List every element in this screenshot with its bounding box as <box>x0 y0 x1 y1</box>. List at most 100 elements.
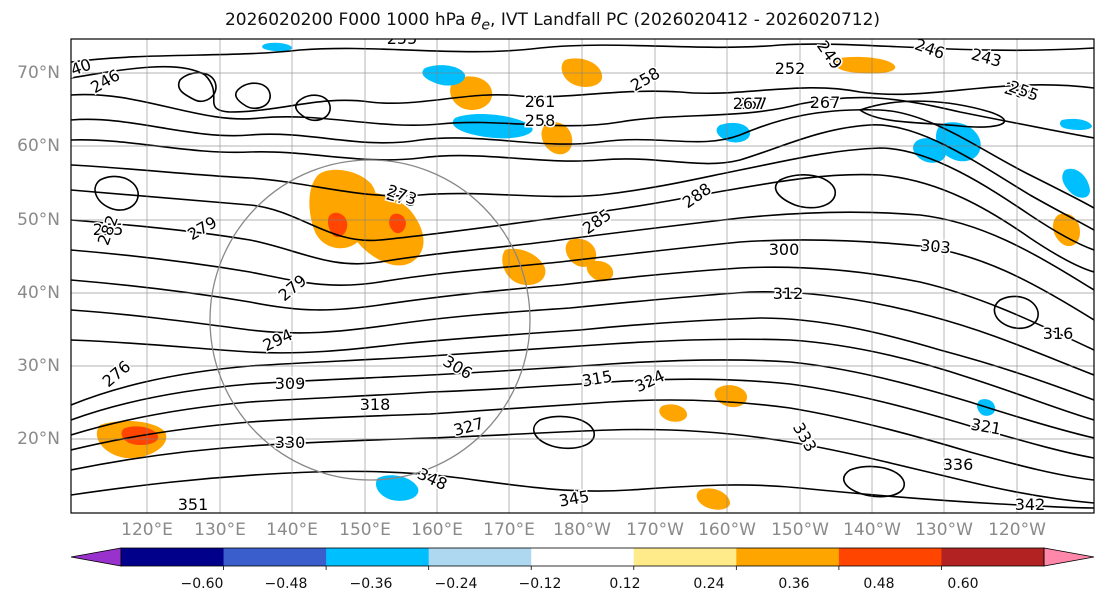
contour-line <box>94 175 139 211</box>
contour-line <box>71 266 1094 351</box>
contour-line <box>71 399 1094 481</box>
contour-label: 267 <box>737 94 768 113</box>
colorbar-segment <box>838 548 942 566</box>
colorbar-frame <box>120 547 1045 567</box>
colorbar-segment <box>223 548 327 566</box>
lon-label: 120°W <box>988 520 1046 540</box>
lat-label: 20°N <box>17 429 60 449</box>
pc-positive-patch <box>1052 213 1080 247</box>
contour-line <box>71 239 1094 321</box>
contour-line <box>71 173 1094 273</box>
contour-label: 336 <box>943 455 974 474</box>
colorbar-tick-label: 0.60 <box>947 576 979 592</box>
contour-line <box>71 108 1094 209</box>
contour-label: 255 <box>93 220 124 239</box>
pc-negative-patch <box>716 122 750 143</box>
pc-positive-patch <box>586 260 614 282</box>
contour-line <box>71 93 1094 139</box>
contour-label: 316 <box>1043 324 1074 343</box>
map-title: 2026020200 F000 1000 hPa θe, IVT Landfal… <box>224 10 881 34</box>
contour-label: 255 <box>387 29 418 48</box>
pc-shading <box>96 42 1092 510</box>
contour-line <box>71 378 1094 459</box>
colorbar-tick-label: 0.12 <box>609 576 641 592</box>
pc-positive-patch <box>659 404 688 422</box>
lon-label: 180°W <box>553 520 611 540</box>
pc-negative-patch <box>375 475 419 501</box>
colorbar <box>70 547 1095 570</box>
contour-label: 258 <box>525 111 556 130</box>
lon-label: 170°E <box>483 520 535 540</box>
pc-positive-patch <box>346 192 424 266</box>
contour-label: 309 <box>275 374 306 393</box>
pc-strong-patch <box>327 212 348 238</box>
plot-background <box>71 39 1094 513</box>
lon-label: 120°E <box>121 520 173 540</box>
lat-label: 40°N <box>17 283 60 303</box>
contour-label: 330 <box>275 433 306 452</box>
colorbar-segment <box>428 548 532 566</box>
contour-label: 342 <box>1015 495 1046 514</box>
lon-label: 130°W <box>915 520 973 540</box>
colorbar-segment <box>326 548 430 566</box>
pc-negative-patch <box>1062 168 1090 198</box>
colorbar-tick-label: 0.36 <box>778 576 810 592</box>
contour-label: 318 <box>360 395 391 414</box>
contour-line <box>294 94 331 122</box>
contour-line <box>71 428 1094 504</box>
contour-line <box>858 100 1006 128</box>
lat-label: 70°N <box>17 63 60 83</box>
contour-line <box>71 470 1094 509</box>
lon-label: 130°E <box>194 520 246 540</box>
pc-negative-patch <box>452 114 533 139</box>
contour-line <box>71 147 1094 251</box>
pc-positive-patch <box>450 76 493 111</box>
contour-label: 267 <box>733 94 764 113</box>
plot-frame <box>70 38 1095 514</box>
contour-label: 300 <box>769 240 800 259</box>
colorbar-extend-max <box>1043 547 1095 567</box>
colorbar-segment <box>736 548 840 566</box>
contour-line <box>71 43 1094 63</box>
colorbar-tick-label: 0.48 <box>863 576 895 592</box>
lat-label: 60°N <box>17 136 60 156</box>
lon-label: 170°W <box>626 520 684 540</box>
colorbar-extend-min <box>70 547 122 567</box>
contour-label: 312 <box>773 284 804 303</box>
contour-label: 252 <box>775 59 806 78</box>
colorbar-segment <box>121 548 225 566</box>
contour-line <box>842 465 905 498</box>
colorbar-tick-label: −0.48 <box>264 576 308 592</box>
lon-label: 160°W <box>698 520 756 540</box>
colorbar-segment <box>531 548 635 566</box>
graticule <box>71 39 1094 513</box>
pc-negative-patch <box>262 42 292 52</box>
colorbar-segment <box>941 548 1045 566</box>
contour-line <box>71 317 1094 401</box>
contour-label: 261 <box>525 92 556 111</box>
contour-label: 267 <box>810 93 841 112</box>
colorbar-segment <box>633 548 737 566</box>
lat-label: 50°N <box>17 210 60 230</box>
pc-positive-patch <box>502 248 546 286</box>
contour-line <box>71 124 1094 231</box>
contour-line <box>71 65 1094 113</box>
lon-label: 140°E <box>266 520 318 540</box>
colorbar-tick-label: −0.24 <box>434 576 478 592</box>
pc-negative-patch <box>422 65 466 86</box>
lat-label: 30°N <box>17 356 60 376</box>
colorbar-tick-label: −0.36 <box>349 576 393 592</box>
lon-label: 150°E <box>339 520 391 540</box>
contour-line <box>71 211 1094 291</box>
pc-positive-patch <box>696 488 731 510</box>
contour-line <box>993 295 1039 330</box>
contour-line <box>532 415 595 450</box>
contour-line <box>71 359 1094 439</box>
range-ring <box>209 159 531 481</box>
colorbar-tick-label: −0.12 <box>518 576 562 592</box>
pc-negative-patch <box>935 122 981 162</box>
contour-line <box>71 290 1094 376</box>
contour-line <box>774 174 836 209</box>
pc-strong-patch <box>389 213 406 234</box>
